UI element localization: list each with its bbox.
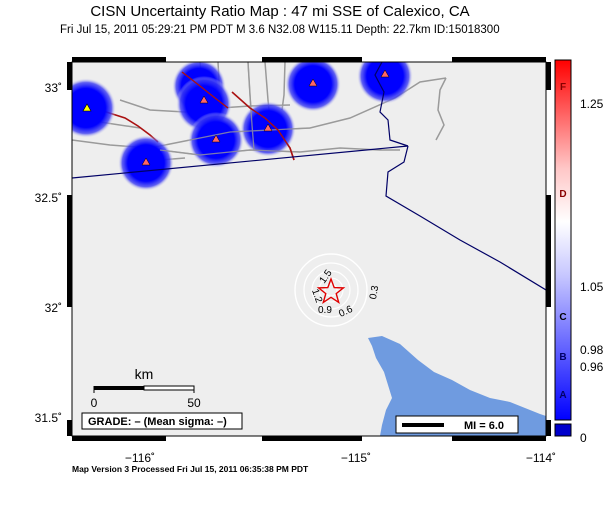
- processing-footer: Map Version 3 Processed Fri Jul 15, 2011…: [72, 464, 309, 474]
- triangle-icon: [141, 157, 151, 166]
- scale-unit: km: [135, 366, 154, 382]
- lat-label: 32˚: [45, 301, 62, 315]
- ratio-contours: [294, 253, 368, 327]
- event-info: Fri Jul 15, 2011 05:29:21 PM PDT M 3.6 N…: [60, 24, 500, 36]
- contour-label: 0.9: [318, 305, 332, 316]
- map-title: CISN Uncertainty Ratio Map : 47 mi SSE o…: [90, 3, 470, 20]
- ratio-blob: [285, 62, 341, 112]
- ratio-blob: [72, 78, 116, 138]
- scale-end: 50: [187, 396, 201, 410]
- ratio-colorbar: F D C B A 1.25 1.05 0.98 0.96 0: [554, 59, 604, 445]
- colorbar-value: 1.25: [580, 97, 604, 111]
- land-area: [72, 62, 546, 436]
- grade-letter: B: [559, 352, 566, 363]
- contour-1.5: [324, 283, 338, 297]
- lat-label: 32.5˚: [35, 191, 62, 205]
- mi-legend-text: MI = 6.0: [464, 420, 504, 432]
- longitude-labels: −116˚ −115˚ −114˚: [125, 451, 556, 465]
- star-icon: [316, 276, 346, 305]
- political-borders: [72, 62, 546, 291]
- colorbar-value: 0.98: [580, 343, 604, 357]
- contour-label: 0.6: [337, 304, 355, 320]
- roads-overlay: [159, 62, 311, 156]
- triangle-icon: [199, 95, 209, 104]
- contour-label: 0.3: [368, 284, 381, 300]
- triangle-icon: [380, 69, 390, 78]
- contour-0.3: [294, 253, 368, 327]
- frame-bars: [67, 57, 551, 441]
- triangle-icon: [211, 134, 221, 143]
- latitude-labels: 33˚ 32.5˚ 32˚ 31.5˚: [35, 81, 62, 425]
- triangle-icon: [82, 103, 92, 112]
- grade-letter: D: [559, 189, 566, 200]
- triangle-icon: [263, 123, 273, 132]
- triangle-icon: [308, 78, 318, 87]
- grade-box: GRADE: – (Mean sigma: –): [81, 412, 243, 430]
- grade-text: GRADE: – (Mean sigma: –): [88, 416, 227, 428]
- lon-label: −114˚: [526, 451, 556, 465]
- colorbar-value: 0: [580, 431, 587, 445]
- scale-start: 0: [91, 396, 98, 410]
- mi-legend: MI = 6.0: [395, 415, 519, 434]
- stations: [82, 69, 390, 166]
- faults-overlay: [181, 71, 295, 161]
- colorbar-value: 1.05: [580, 280, 604, 294]
- gulf-water: [368, 336, 546, 436]
- contour-label: 1.2: [309, 288, 324, 305]
- grade-letter: C: [559, 312, 566, 323]
- lat-label: 31.5˚: [35, 411, 62, 425]
- colorbar-value: 0.96: [580, 360, 604, 374]
- contour-0.9: [311, 270, 351, 310]
- scale-bar: km 0 50: [91, 366, 201, 410]
- grade-letter: F: [560, 82, 566, 93]
- grade-letter: A: [559, 390, 566, 401]
- contour-0.6: [303, 262, 359, 318]
- ratio-blob: [357, 62, 413, 104]
- lon-label: −115˚: [341, 451, 371, 465]
- lon-label: −116˚: [125, 451, 155, 465]
- lat-label: 33˚: [45, 81, 62, 95]
